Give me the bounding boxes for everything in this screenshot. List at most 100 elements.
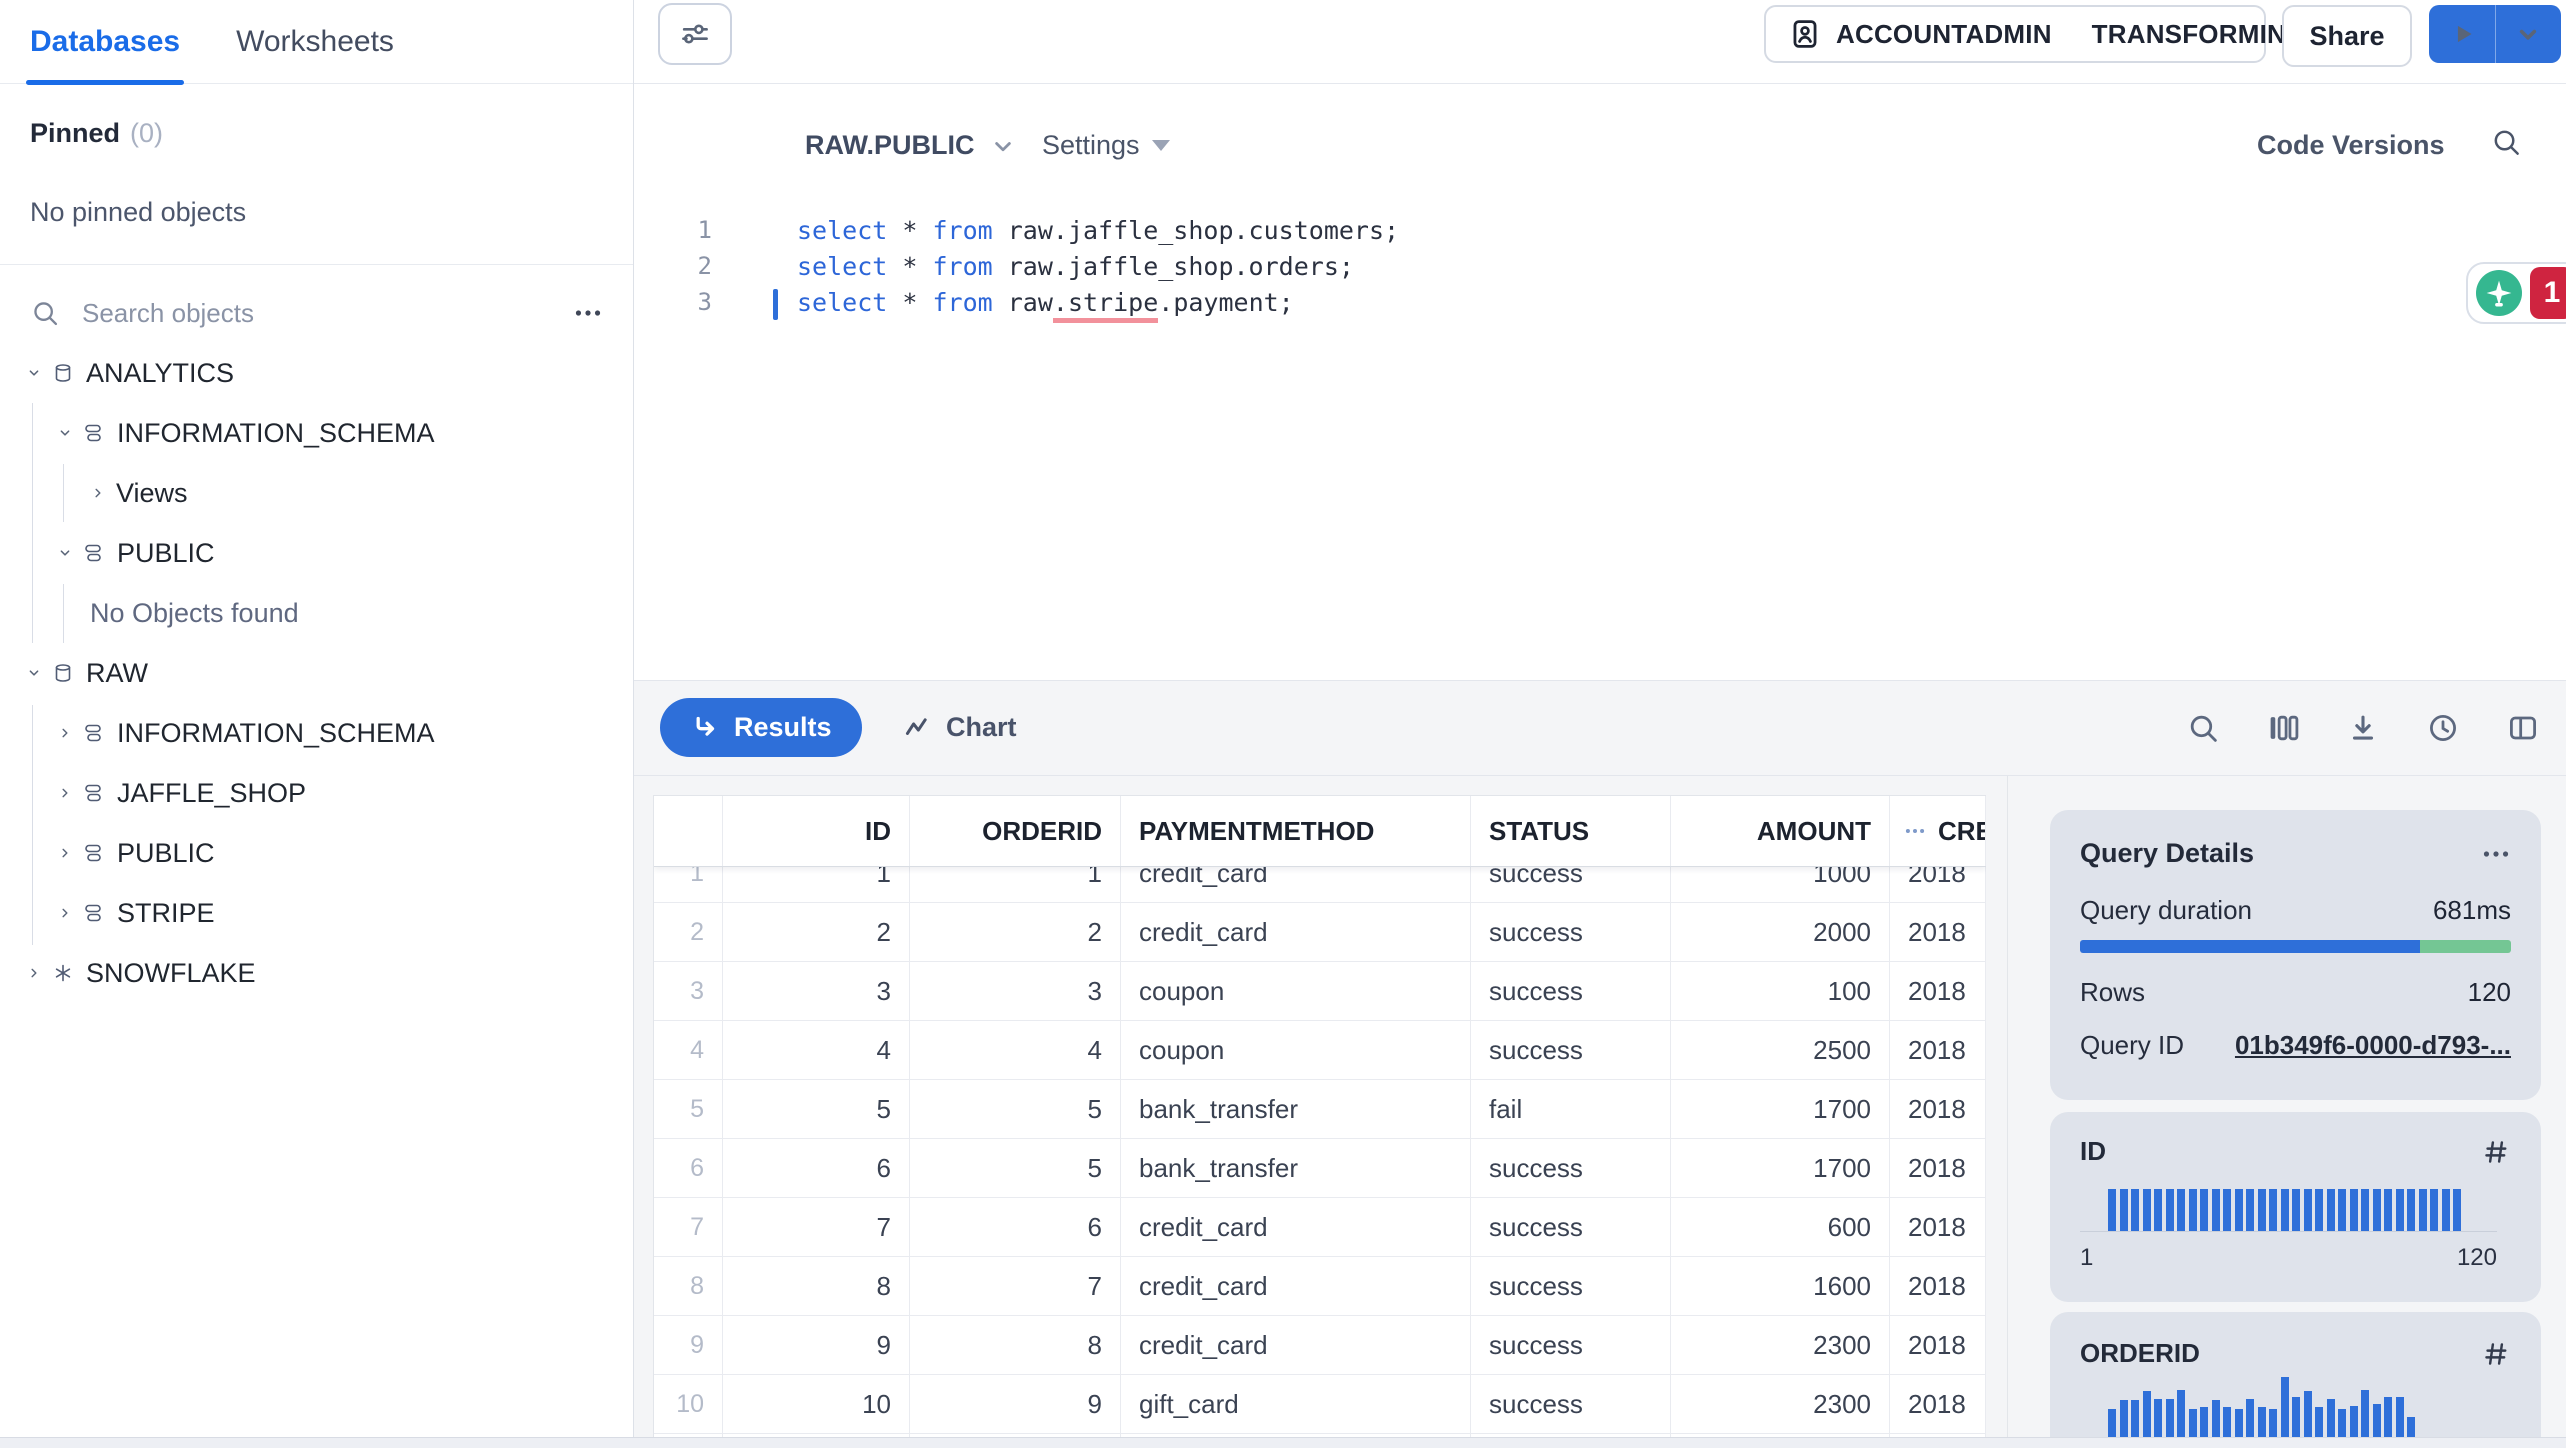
table-row-10[interactable]: 10 10 9 gift_card success 2300 2018	[654, 1375, 1986, 1434]
histogram-bar	[2269, 1189, 2277, 1231]
histogram-bar	[2154, 1189, 2162, 1231]
table-cell: 600	[1671, 1198, 1890, 1256]
role-warehouse-selector[interactable]: ACCOUNTADMIN TRANSFORMING	[1764, 5, 2306, 63]
more-options-icon[interactable]	[573, 298, 603, 328]
code-area[interactable]: 1 select * from raw.jaffle_shop.customers…	[634, 212, 2566, 323]
schema-icon	[83, 420, 105, 446]
column-header-rownum[interactable]	[654, 796, 723, 866]
table-cell: fail	[1471, 1080, 1671, 1138]
chevron-down-icon[interactable]	[57, 422, 73, 444]
number-type-icon[interactable]	[2481, 1137, 2511, 1167]
table-scrollbar-track[interactable]	[2007, 776, 2008, 1437]
horizontal-scrollbar[interactable]	[0, 1437, 2566, 1448]
tree-item-public[interactable]: PUBLIC	[0, 823, 633, 883]
histogram-bar	[2395, 1189, 2404, 1231]
chevron-down-icon[interactable]	[57, 542, 73, 564]
code-versions-button[interactable]: Code Versions	[2257, 130, 2445, 160]
tree-item-analytics[interactable]: ANALYTICS	[0, 343, 633, 403]
table-cell: 1700	[1671, 1139, 1890, 1197]
settings-menu[interactable]: Settings	[1042, 130, 1170, 161]
number-type-icon[interactable]	[2481, 1339, 2511, 1369]
code-text: select * from raw.jaffle_shop.customers;	[797, 216, 1399, 245]
histogram-bar	[2384, 1397, 2392, 1437]
chevron-down-icon	[989, 132, 1017, 160]
table-row-5[interactable]: 5 5 5 bank_transfer fail 1700 2018	[654, 1080, 1986, 1139]
tree-item-information-schema[interactable]: INFORMATION_SCHEMA	[0, 703, 633, 763]
search-results-icon[interactable]	[2186, 711, 2220, 745]
column-header-amount[interactable]: AMOUNT	[1671, 796, 1890, 866]
tree-item-label: INFORMATION_SCHEMA	[117, 417, 435, 448]
tree-item-information-schema[interactable]: INFORMATION_SCHEMA	[0, 403, 633, 463]
run-options-button[interactable]	[2496, 5, 2562, 63]
column-header-status[interactable]: STATUS	[1471, 796, 1671, 866]
chevron-right-icon[interactable]	[57, 782, 73, 804]
chevron-down-icon[interactable]	[26, 362, 42, 384]
histogram-bar	[2131, 1400, 2139, 1437]
share-button[interactable]: Share	[2282, 5, 2412, 67]
object-search[interactable]: Search objects	[0, 265, 633, 361]
tab-databases[interactable]: Databases	[25, 0, 185, 85]
tree-item-public[interactable]: PUBLIC	[0, 523, 633, 583]
schema-icon	[83, 780, 105, 806]
tab-worksheets[interactable]: Worksheets	[236, 24, 394, 58]
histogram-bar	[2326, 1189, 2335, 1231]
schema-icon	[83, 540, 105, 566]
table-row-1[interactable]: 1 1 1 credit_card success 1000 2018	[654, 867, 1986, 903]
column-header-orderid[interactable]: ORDERID	[910, 796, 1121, 866]
histogram-bar	[2257, 1407, 2266, 1437]
table-row-9[interactable]: 9 9 8 credit_card success 2300 2018	[654, 1316, 1986, 1375]
table-row-4[interactable]: 4 4 4 coupon success 2500 2018	[654, 1021, 1986, 1080]
histogram-bar	[2234, 1189, 2243, 1231]
play-icon	[2447, 19, 2477, 49]
sql-editor[interactable]: RAW.PUBLIC Settings Code Versions 1 selec…	[634, 84, 2566, 678]
table-row-6[interactable]: 6 6 5 bank_transfer success 1700 2018	[654, 1139, 1986, 1198]
history-clock-icon[interactable]	[2426, 711, 2460, 745]
chevron-right-icon[interactable]	[57, 842, 73, 864]
tree-item-snowflake[interactable]: SNOWFLAKE	[0, 943, 633, 1003]
tree-item-jaffle-shop[interactable]: JAFFLE_SHOP	[0, 763, 633, 823]
column-header-paymentmethod[interactable]: PAYMENTMETHOD	[1121, 796, 1471, 866]
chevron-right-icon[interactable]	[26, 962, 42, 984]
table-row-2[interactable]: 2 2 2 credit_card success 2000 2018	[654, 903, 1986, 962]
columns-icon[interactable]	[2266, 711, 2300, 745]
download-icon[interactable]	[2346, 711, 2380, 745]
tree-item-raw[interactable]: RAW	[0, 643, 633, 703]
code-line-1[interactable]: 1 select * from raw.jaffle_shop.customers…	[634, 212, 2566, 248]
editor-search-icon[interactable]	[2490, 126, 2522, 163]
run-button[interactable]	[2429, 5, 2495, 63]
chevron-right-icon[interactable]	[57, 722, 73, 744]
chevron-right-icon[interactable]	[57, 902, 73, 924]
chevron-down-icon[interactable]	[26, 662, 42, 684]
code-line-2[interactable]: 2 select * from raw.jaffle_shop.orders;	[634, 248, 2566, 284]
column-header-id[interactable]: ID	[723, 796, 910, 866]
table-cell: success	[1471, 962, 1671, 1020]
table-row-3[interactable]: 3 3 3 coupon success 100 2018	[654, 962, 1986, 1021]
table-cell: 2018	[1890, 867, 1986, 902]
copilot-suggestions-pill[interactable]: 1	[2466, 262, 2566, 324]
histogram-bar	[2441, 1189, 2450, 1231]
table-cell: 6	[910, 1198, 1121, 1256]
query-id-link[interactable]: 01b349f6-0000-d793-...	[2234, 1030, 2511, 1060]
tab-chart[interactable]: Chart	[902, 698, 1017, 757]
column-header-created[interactable]: CREATED	[1890, 796, 1986, 866]
chevron-right-icon[interactable]	[90, 482, 106, 504]
table-cell: 8	[910, 1316, 1121, 1374]
database-schema-selector[interactable]: RAW.PUBLIC	[805, 130, 1017, 161]
pinned-section-header: Pinned (0)	[30, 118, 633, 149]
tree-item-stripe[interactable]: STRIPE	[0, 883, 633, 943]
application-icon	[52, 960, 74, 986]
query-details-card: Query Details Query duration 681ms Rows …	[2050, 810, 2541, 1100]
tree-guide-line	[63, 584, 64, 643]
tab-results[interactable]: Results	[660, 698, 862, 757]
query-details-menu-icon[interactable]	[2481, 839, 2511, 869]
filters-button[interactable]	[658, 3, 732, 65]
table-row-7[interactable]: 7 7 6 credit_card success 600 2018	[654, 1198, 1986, 1257]
table-cell: 5	[910, 1080, 1121, 1138]
column-overflow-icon[interactable]	[1902, 818, 1928, 844]
code-token: raw.jaffle_shop.customers;	[992, 215, 1400, 245]
code-line-3[interactable]: 3 select * from raw.stripe.payment;	[634, 284, 2566, 323]
table-row-8[interactable]: 8 8 7 credit_card success 1600 2018	[654, 1257, 1986, 1316]
split-panel-icon[interactable]	[2506, 711, 2540, 745]
table-cell: 1600	[1671, 1257, 1890, 1315]
tree-item-views[interactable]: Views	[0, 463, 633, 523]
